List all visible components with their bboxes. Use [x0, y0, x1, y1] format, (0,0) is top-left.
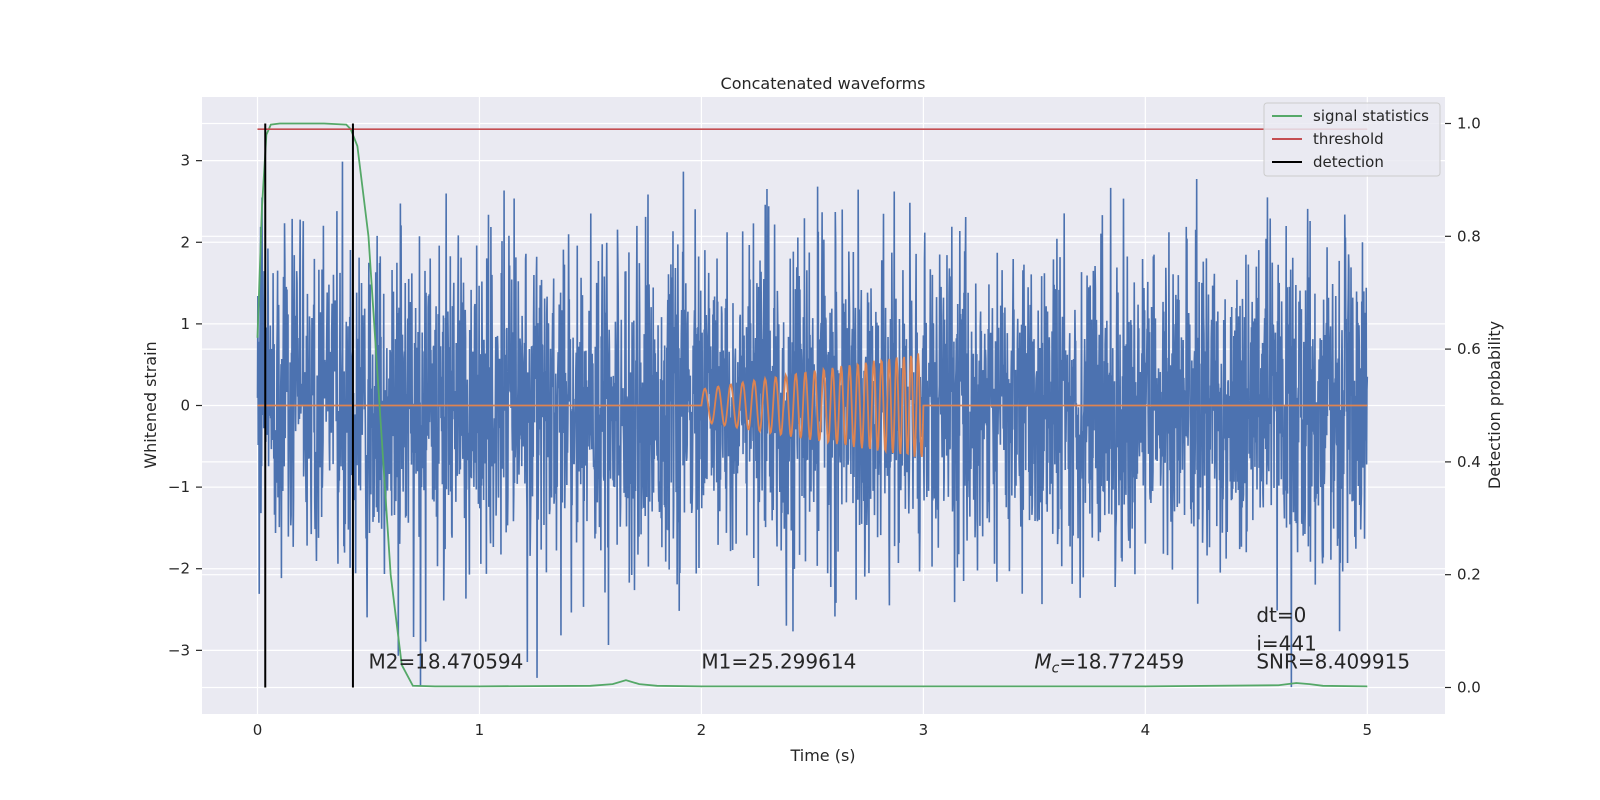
strain-line [256, 161, 1369, 688]
x-tick-label-5: 5 [1363, 721, 1373, 739]
annotations: M2=18.470594 M1=25.299614 Mc=18.772459 dt=0… [368, 603, 1410, 677]
legend: signal statistics threshold detection [1263, 102, 1441, 177]
y-right-tick-label-2: 0.4 [1457, 453, 1481, 471]
chart-title: Concatenated waveforms [721, 74, 926, 93]
waveform-line [257, 353, 1368, 458]
legend-label-detection: detection [1313, 153, 1384, 171]
annotation-5: SNR=8.409915 [1256, 649, 1410, 673]
annotation-3: dt=0 [1256, 603, 1306, 627]
y-axis-label-left: Whitened strain [141, 341, 160, 468]
legend-label-threshold: threshold [1313, 130, 1384, 148]
x-axis-label: Time (s) [789, 746, 855, 765]
y-left-tick-label-1: −2 [168, 560, 190, 578]
y-right-tick-label-3: 0.6 [1457, 340, 1481, 358]
waveform-series [257, 353, 1368, 458]
y-left-tick-label-6: 3 [180, 152, 190, 170]
annotation-4: i=441 [1256, 631, 1317, 655]
legend-box [1263, 102, 1441, 177]
x-tick-label-3: 3 [919, 721, 929, 739]
annotation-symbol: M [1034, 649, 1051, 673]
legend-label-statistics: signal statistics [1313, 107, 1429, 125]
probability-series [256, 122, 1368, 688]
x-tick-label-2: 2 [697, 721, 707, 739]
annotation-0: M2=18.470594 [368, 649, 523, 673]
y-right-tick-label-4: 0.8 [1457, 227, 1481, 245]
y-right-tick-label-5: 1.0 [1457, 115, 1481, 133]
x-tick-label-0: 0 [253, 721, 263, 739]
x-tick-label-1: 1 [475, 721, 485, 739]
strain-series [256, 161, 1369, 688]
y-left-tick-label-2: −1 [168, 478, 190, 496]
y-left-tick-label-3: 0 [180, 397, 190, 415]
y-axis-label-right: Detection probability [1485, 321, 1504, 489]
y-left-tick-label-5: 2 [180, 233, 190, 251]
y-left-tick-label-0: −3 [168, 641, 190, 659]
annotation-1: M1=25.299614 [701, 649, 856, 673]
annotation-subscript: c [1052, 660, 1060, 676]
statistics-line [256, 122, 1368, 688]
y-right-tick-label-1: 0.2 [1457, 566, 1481, 584]
annotation-2: Mc=18.772459 [1034, 649, 1184, 676]
ticks: 0 1 2 3 4 5 −3 −2 −1 0 1 2 3 0.0 0.2 0.4 0.6 0.8 1.0 [168, 115, 1481, 739]
x-tick-label-4: 4 [1141, 721, 1151, 739]
y-left-tick-label-4: 1 [180, 315, 190, 333]
y-right-tick-label-0: 0.0 [1457, 678, 1481, 696]
annotation-value: =18.772459 [1059, 649, 1184, 673]
